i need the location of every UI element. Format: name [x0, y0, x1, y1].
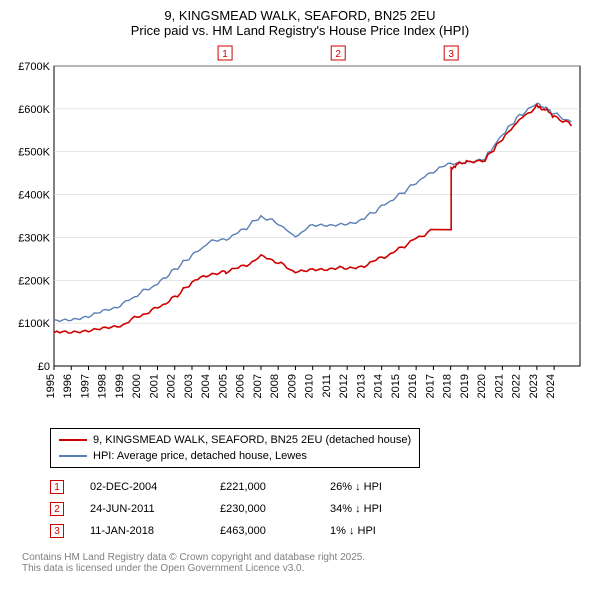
x-tick-label: 1996 [62, 374, 74, 398]
x-tick-label: 2010 [304, 374, 316, 398]
footer-line2: This data is licensed under the Open Gov… [22, 563, 590, 574]
x-tick-label: 2007 [252, 374, 264, 398]
x-tick-label: 2015 [390, 374, 402, 398]
event-delta: 26% ↓ HPI [330, 481, 450, 493]
legend-label: HPI: Average price, detached house, Lewe… [93, 450, 307, 462]
x-tick-label: 2012 [338, 374, 350, 398]
chart-title-line1: 9, KINGSMEAD WALK, SEAFORD, BN25 2EU [10, 8, 590, 23]
x-tick-label: 2013 [355, 374, 367, 398]
footer-attribution: Contains HM Land Registry data © Crown c… [22, 552, 590, 574]
event-date: 02-DEC-2004 [90, 481, 220, 493]
x-tick-label: 1995 [45, 374, 57, 398]
event-number-box: 2 [50, 502, 64, 516]
x-tick-label: 1999 [114, 374, 126, 398]
y-tick-label: £500K [18, 147, 50, 159]
legend-label: 9, KINGSMEAD WALK, SEAFORD, BN25 2EU (de… [93, 434, 411, 446]
y-tick-label: £400K [18, 190, 50, 202]
legend-item: 9, KINGSMEAD WALK, SEAFORD, BN25 2EU (de… [59, 432, 411, 448]
event-date: 24-JUN-2011 [90, 503, 220, 515]
y-tick-label: £300K [18, 232, 50, 244]
x-tick-label: 2011 [321, 374, 333, 398]
event-marker-number: 2 [335, 49, 341, 60]
footer-line1: Contains HM Land Registry data © Crown c… [22, 552, 590, 563]
y-tick-label: £100K [18, 318, 50, 330]
x-tick-label: 2017 [424, 374, 436, 398]
x-tick-label: 2024 [545, 374, 557, 398]
x-tick-label: 2001 [148, 374, 160, 398]
x-tick-label: 2005 [217, 374, 229, 398]
x-tick-label: 2006 [235, 374, 247, 398]
event-marker-number: 3 [448, 49, 454, 60]
legend-swatch [59, 455, 87, 457]
event-row: 3 11-JAN-2018£463,0001% ↓ HPI [50, 520, 590, 542]
event-price: £463,000 [220, 525, 330, 537]
legend-item: HPI: Average price, detached house, Lewe… [59, 448, 411, 464]
legend: 9, KINGSMEAD WALK, SEAFORD, BN25 2EU (de… [50, 428, 590, 468]
event-number-box: 1 [50, 480, 64, 494]
x-tick-label: 2022 [511, 374, 523, 398]
x-tick-label: 2002 [166, 374, 178, 398]
y-tick-label: £700K [18, 61, 50, 73]
x-tick-label: 2009 [286, 374, 298, 398]
event-price: £221,000 [220, 481, 330, 493]
event-price: £230,000 [220, 503, 330, 515]
y-tick-label: £0 [38, 361, 50, 373]
x-tick-label: 1998 [97, 374, 109, 398]
x-tick-label: 2000 [131, 374, 143, 398]
event-date: 11-JAN-2018 [90, 525, 220, 537]
price-chart: £0 £100K £200K £300K £400K £500K £600K £700K 199… [10, 42, 590, 422]
event-delta: 1% ↓ HPI [330, 525, 450, 537]
x-tick-label: 2003 [183, 374, 195, 398]
x-tick-label: 2004 [200, 374, 212, 398]
x-tick-label: 2014 [373, 374, 385, 398]
x-tick-label: 2023 [528, 374, 540, 398]
chart-title-line2: Price paid vs. HM Land Registry's House … [10, 23, 590, 38]
event-row: 1 02-DEC-2004£221,00026% ↓ HPI [50, 476, 590, 498]
x-tick-label: 2016 [407, 374, 419, 398]
x-tick-label: 2019 [459, 374, 471, 398]
x-tick-label: 2008 [269, 374, 281, 398]
x-tick-label: 2018 [442, 374, 454, 398]
y-tick-label: £600K [18, 104, 50, 116]
x-tick-label: 1997 [79, 374, 91, 398]
event-delta: 34% ↓ HPI [330, 503, 450, 515]
event-marker-number: 1 [222, 49, 228, 60]
x-tick-label: 2021 [493, 374, 505, 398]
y-tick-label: £200K [18, 275, 50, 287]
event-number-box: 3 [50, 524, 64, 538]
event-row: 2 24-JUN-2011£230,00034% ↓ HPI [50, 498, 590, 520]
chart-canvas: £0 £100K £200K £300K £400K £500K £600K £700K 199… [10, 42, 590, 422]
legend-swatch [59, 439, 87, 441]
x-tick-label: 2020 [476, 374, 488, 398]
event-table: 1 02-DEC-2004£221,00026% ↓ HPI 2 24-JUN-201… [50, 476, 590, 542]
